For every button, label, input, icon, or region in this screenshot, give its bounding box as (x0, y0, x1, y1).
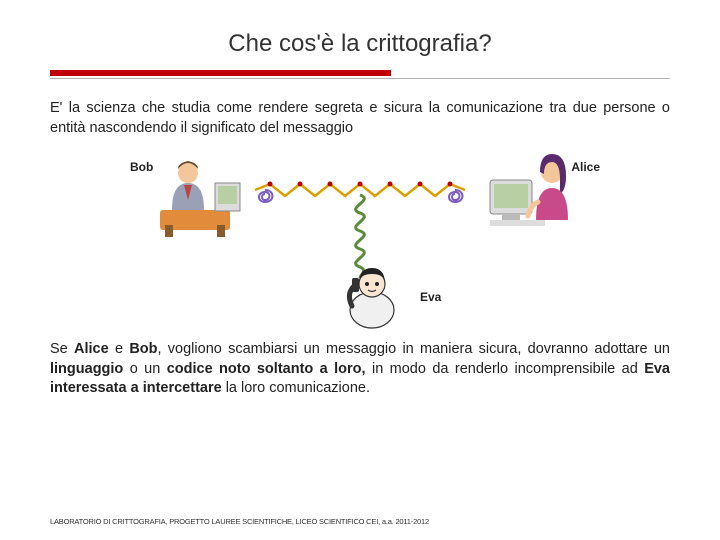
txt: in modo da renderlo incomprensibile ad (366, 361, 645, 377)
slide-title: Che cos'è la crittografia? (50, 30, 670, 58)
title-rule (50, 70, 670, 79)
bold-alice: Alice (74, 341, 109, 357)
bold-bob: Bob (129, 341, 157, 357)
eva-icon (349, 268, 394, 328)
txt: la loro comunicazione. (222, 380, 370, 396)
comm-line-icon (255, 182, 465, 197)
intercept-spiral-icon (356, 195, 365, 278)
alice-icon (490, 154, 568, 226)
spiral-left-icon (259, 190, 273, 202)
definition-paragraph: E' la scienza che studia come rendere se… (50, 99, 670, 138)
footer-text: LABORATORIO DI CRITTOGRAFIA, PROGETTO LA… (50, 517, 429, 526)
bold-codice: codice noto soltanto a loro, (167, 361, 366, 377)
diagram-area: Bob Alice Eva (50, 150, 670, 330)
spiral-right-icon (449, 190, 463, 202)
bold-linguaggio: linguaggio (50, 361, 123, 377)
explanation-paragraph: Se Alice e Bob, vogliono scambiarsi un m… (50, 340, 670, 399)
txt: , vogliono scambiarsi un messaggio in ma… (158, 341, 671, 357)
diagram-svg (50, 150, 670, 330)
txt: e (109, 341, 130, 357)
txt: o un (123, 361, 166, 377)
bob-icon (160, 161, 240, 237)
txt: Se (50, 341, 74, 357)
